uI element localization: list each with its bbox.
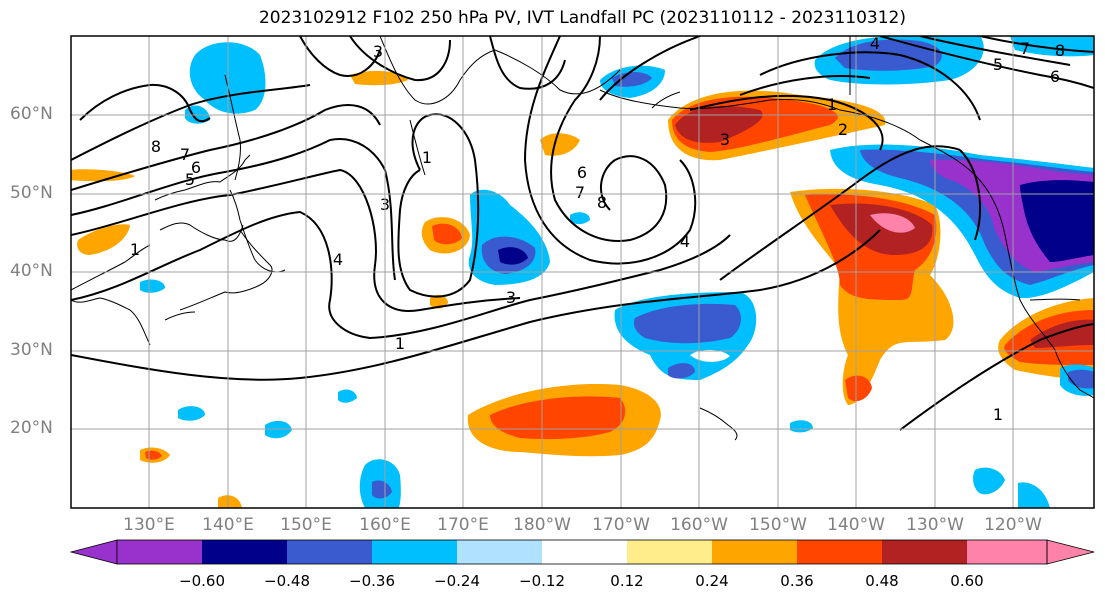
map-gridlines [71,36,1094,508]
lon-label: 160°E [359,515,411,535]
contour-label: 3 [720,130,730,149]
map-frame [70,35,1095,509]
lon-label: 140°E [202,515,254,535]
colorbar-swatch [117,540,202,564]
contour-label: 1 [130,240,140,259]
colorbar-tick-label: −0.60 [179,572,225,590]
colorbar-tick-label: −0.36 [349,572,395,590]
colorbar-swatch [457,540,542,564]
lat-label: 40°N [10,261,53,281]
contour-label: 8 [151,137,161,156]
colorbar-swatch [372,540,457,564]
colorbar-extend-low [69,539,118,565]
lat-label: 20°N [10,418,53,438]
contour-label: 1 [827,95,837,114]
contour-label: 8 [597,193,607,212]
contour-label: 4 [870,34,880,53]
colorbar-extend-high [1046,539,1095,565]
contour-label: 3 [506,288,516,307]
colorbar-swatch [542,540,627,564]
colorbar-swatch [797,540,882,564]
contour-label: 2 [838,120,848,139]
colorbar-frame [116,539,1048,565]
map-title: 2023102912 F102 250 hPa PV, IVT Landfall… [258,8,906,28]
contour-label: 1 [395,334,405,353]
colorbar-swatch [882,540,967,564]
contour-label: 4 [333,250,343,269]
colorbar-tick-label: 0.24 [695,572,729,590]
colorbar-tick-label: 0.36 [780,572,814,590]
lat-label: 30°N [10,340,53,360]
contour-label: 4 [680,232,690,251]
lon-label: 160°W [670,515,728,535]
contour-label: 7 [180,145,190,164]
lon-label: 130°W [906,515,964,535]
contour-label: 6 [577,163,587,182]
lon-label: 180°W [513,515,571,535]
colorbar-tick-label: −0.12 [519,572,565,590]
lat-label: 60°N [10,104,53,124]
colorbar-swatch [712,540,797,564]
colorbar-tick-label: 0.60 [950,572,984,590]
colorbar [69,539,1095,565]
contour-label: 8 [1055,41,1065,60]
contour-label: 1 [422,148,432,167]
colorbar-swatch [287,540,372,564]
contour-label: 5 [185,170,195,189]
contour-label: 6 [1050,67,1060,86]
coastlines [71,36,1094,441]
contour-label: 3 [373,42,383,61]
colorbar-swatch [627,540,712,564]
lon-label: 170°E [437,515,489,535]
lat-label: 50°N [10,183,53,203]
contour-label: 5 [993,55,1003,74]
lon-label: 150°W [749,515,807,535]
lon-label: 130°E [123,515,175,535]
lon-label: 150°E [280,515,332,535]
lon-label: 120°W [984,515,1042,535]
contour-label: 7 [1020,39,1030,58]
colorbar-tick-label: −0.24 [434,572,480,590]
colorbar-tick-label: −0.48 [264,572,310,590]
colorbar-tick-label: 0.48 [865,572,899,590]
contour-label: 7 [575,183,585,202]
lon-label: 140°W [827,515,885,535]
contour-label: 6 [191,158,201,177]
pv-contours [71,36,1094,431]
colorbar-swatch [967,540,1047,564]
colorbar-swatch [202,540,287,564]
lon-label: 170°W [592,515,650,535]
contour-label: 1 [993,405,1003,424]
colorbar-tick-label: 0.12 [610,572,644,590]
